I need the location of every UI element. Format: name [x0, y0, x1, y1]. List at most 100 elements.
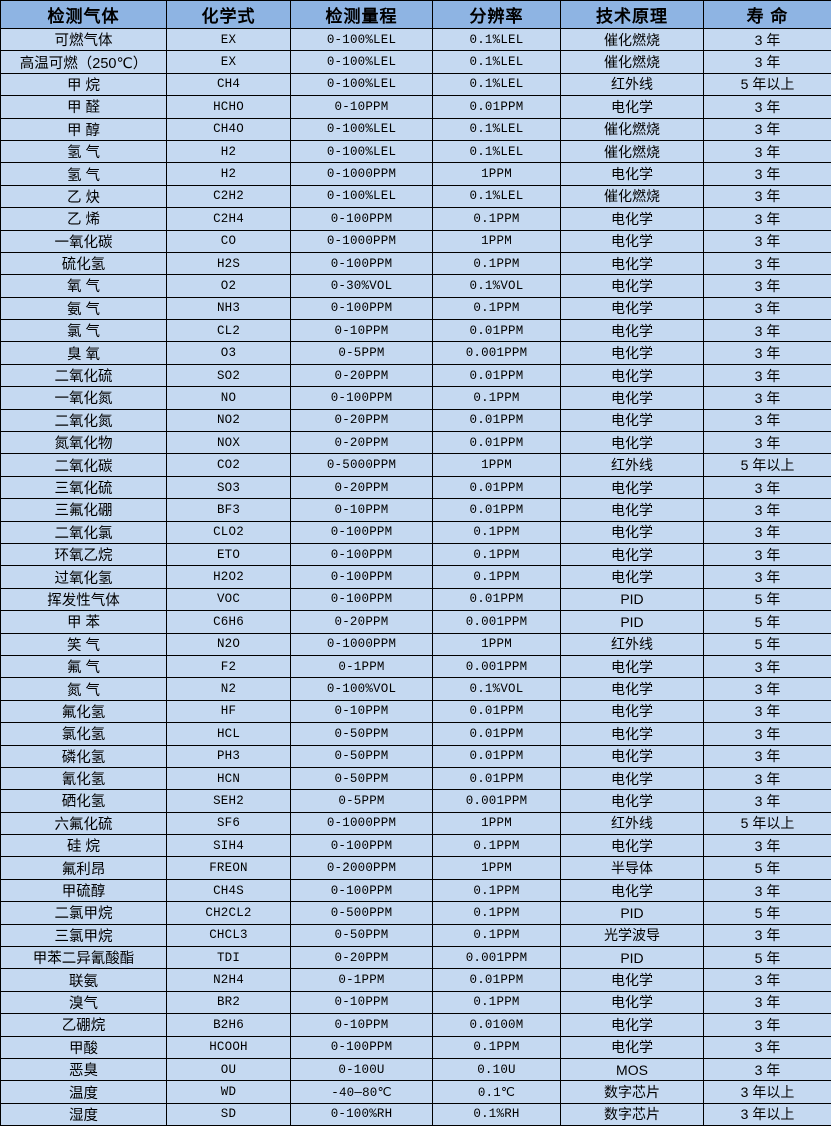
cell-resolution: 0.1PPM — [433, 252, 561, 274]
cell-formula: N2H4 — [167, 969, 291, 991]
cell-name: 二氯甲烷 — [1, 902, 167, 924]
cell-resolution: 0.01PPM — [433, 723, 561, 745]
column-header-range: 检测量程 — [291, 1, 433, 29]
cell-life: 3 年 — [704, 499, 831, 521]
cell-formula: VOC — [167, 588, 291, 610]
cell-tech: 电化学 — [561, 499, 704, 521]
cell-formula: SIH4 — [167, 835, 291, 857]
cell-life: 3 年 — [704, 342, 831, 364]
cell-formula: FREON — [167, 857, 291, 879]
cell-name: 恶臭 — [1, 1058, 167, 1080]
cell-life: 3 年 — [704, 1014, 831, 1036]
cell-resolution: 0.1PPM — [433, 297, 561, 319]
cell-tech: 电化学 — [561, 96, 704, 118]
cell-range: 0-100PPM — [291, 521, 433, 543]
cell-formula: CL2 — [167, 320, 291, 342]
cell-tech: 红外线 — [561, 633, 704, 655]
cell-tech: 电化学 — [561, 275, 704, 297]
cell-formula: H2 — [167, 163, 291, 185]
cell-tech: 电化学 — [561, 543, 704, 565]
cell-life: 3 年 — [704, 297, 831, 319]
cell-resolution: 0.01PPM — [433, 409, 561, 431]
cell-name: 环氧乙烷 — [1, 543, 167, 565]
cell-formula: EX — [167, 29, 291, 51]
cell-range: 0-20PPM — [291, 364, 433, 386]
cell-formula: SO3 — [167, 476, 291, 498]
cell-formula: ETO — [167, 543, 291, 565]
cell-formula: HCHO — [167, 96, 291, 118]
cell-formula: H2 — [167, 140, 291, 162]
cell-name: 甲 醇 — [1, 118, 167, 140]
cell-resolution: 0.01PPM — [433, 96, 561, 118]
cell-formula: O3 — [167, 342, 291, 364]
cell-name: 挥发性气体 — [1, 588, 167, 610]
cell-life: 3 年 — [704, 163, 831, 185]
cell-range: 0-100U — [291, 1058, 433, 1080]
cell-tech: 电化学 — [561, 835, 704, 857]
cell-name: 乙 烯 — [1, 208, 167, 230]
cell-range: 0-100%LEL — [291, 29, 433, 51]
cell-tech: 光学波导 — [561, 924, 704, 946]
cell-name: 联氨 — [1, 969, 167, 991]
cell-life: 5 年以上 — [704, 454, 831, 476]
cell-range: 0-100PPM — [291, 252, 433, 274]
cell-tech: 电化学 — [561, 879, 704, 901]
cell-resolution: 0.1%RH — [433, 1103, 561, 1125]
cell-range: 0-100PPM — [291, 879, 433, 901]
cell-name: 氰化氢 — [1, 767, 167, 789]
cell-range: 0-100PPM — [291, 588, 433, 610]
cell-formula: SD — [167, 1103, 291, 1125]
column-header-technology: 技术原理 — [561, 1, 704, 29]
cell-range: 0-100PPM — [291, 297, 433, 319]
cell-resolution: 0.1PPM — [433, 835, 561, 857]
cell-tech: 催化燃烧 — [561, 29, 704, 51]
cell-formula: CH4S — [167, 879, 291, 901]
cell-resolution: 0.1%LEL — [433, 118, 561, 140]
cell-name: 甲硫醇 — [1, 879, 167, 901]
cell-name: 一氧化碳 — [1, 230, 167, 252]
cell-name: 氢 气 — [1, 163, 167, 185]
cell-range: 0-100%RH — [291, 1103, 433, 1125]
cell-name: 溴气 — [1, 991, 167, 1013]
cell-resolution: 1PPM — [433, 857, 561, 879]
cell-life: 5 年 — [704, 947, 831, 969]
cell-range: 0-1000PPM — [291, 163, 433, 185]
header-row: 检测气体 化学式 检测量程 分辨率 技术原理 寿 命 — [1, 1, 831, 29]
cell-name: 六氟化硫 — [1, 812, 167, 834]
cell-tech: 电化学 — [561, 387, 704, 409]
cell-name: 乙硼烷 — [1, 1014, 167, 1036]
cell-range: 0-100%LEL — [291, 140, 433, 162]
cell-name: 氯化氢 — [1, 723, 167, 745]
cell-name: 甲酸 — [1, 1036, 167, 1058]
cell-range: 0-100%LEL — [291, 118, 433, 140]
cell-resolution: 0.01PPM — [433, 700, 561, 722]
cell-resolution: 0.1PPM — [433, 521, 561, 543]
cell-range: 0-20PPM — [291, 432, 433, 454]
cell-range: 0-1PPM — [291, 655, 433, 677]
cell-resolution: 0.1%LEL — [433, 140, 561, 162]
cell-formula: HCOOH — [167, 1036, 291, 1058]
cell-life: 3 年 — [704, 543, 831, 565]
cell-name: 高温可燃（250℃） — [1, 51, 167, 73]
cell-resolution: 0.01PPM — [433, 588, 561, 610]
cell-life: 3 年 — [704, 767, 831, 789]
cell-life: 3 年 — [704, 320, 831, 342]
cell-tech: 催化燃烧 — [561, 185, 704, 207]
cell-tech: 催化燃烧 — [561, 140, 704, 162]
cell-life: 3 年 — [704, 432, 831, 454]
cell-life: 3 年 — [704, 745, 831, 767]
cell-tech: 电化学 — [561, 230, 704, 252]
